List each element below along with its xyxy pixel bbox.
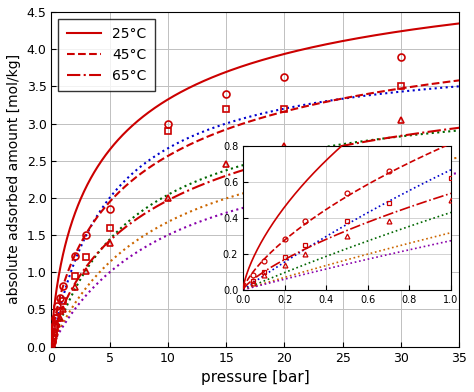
Y-axis label: absolute adsorbed amount [mol/kg]: absolute adsorbed amount [mol/kg]	[7, 54, 21, 304]
Legend: 25°C, 45°C, 65°C: 25°C, 45°C, 65°C	[58, 19, 155, 91]
X-axis label: pressure [bar]: pressure [bar]	[201, 370, 310, 385]
